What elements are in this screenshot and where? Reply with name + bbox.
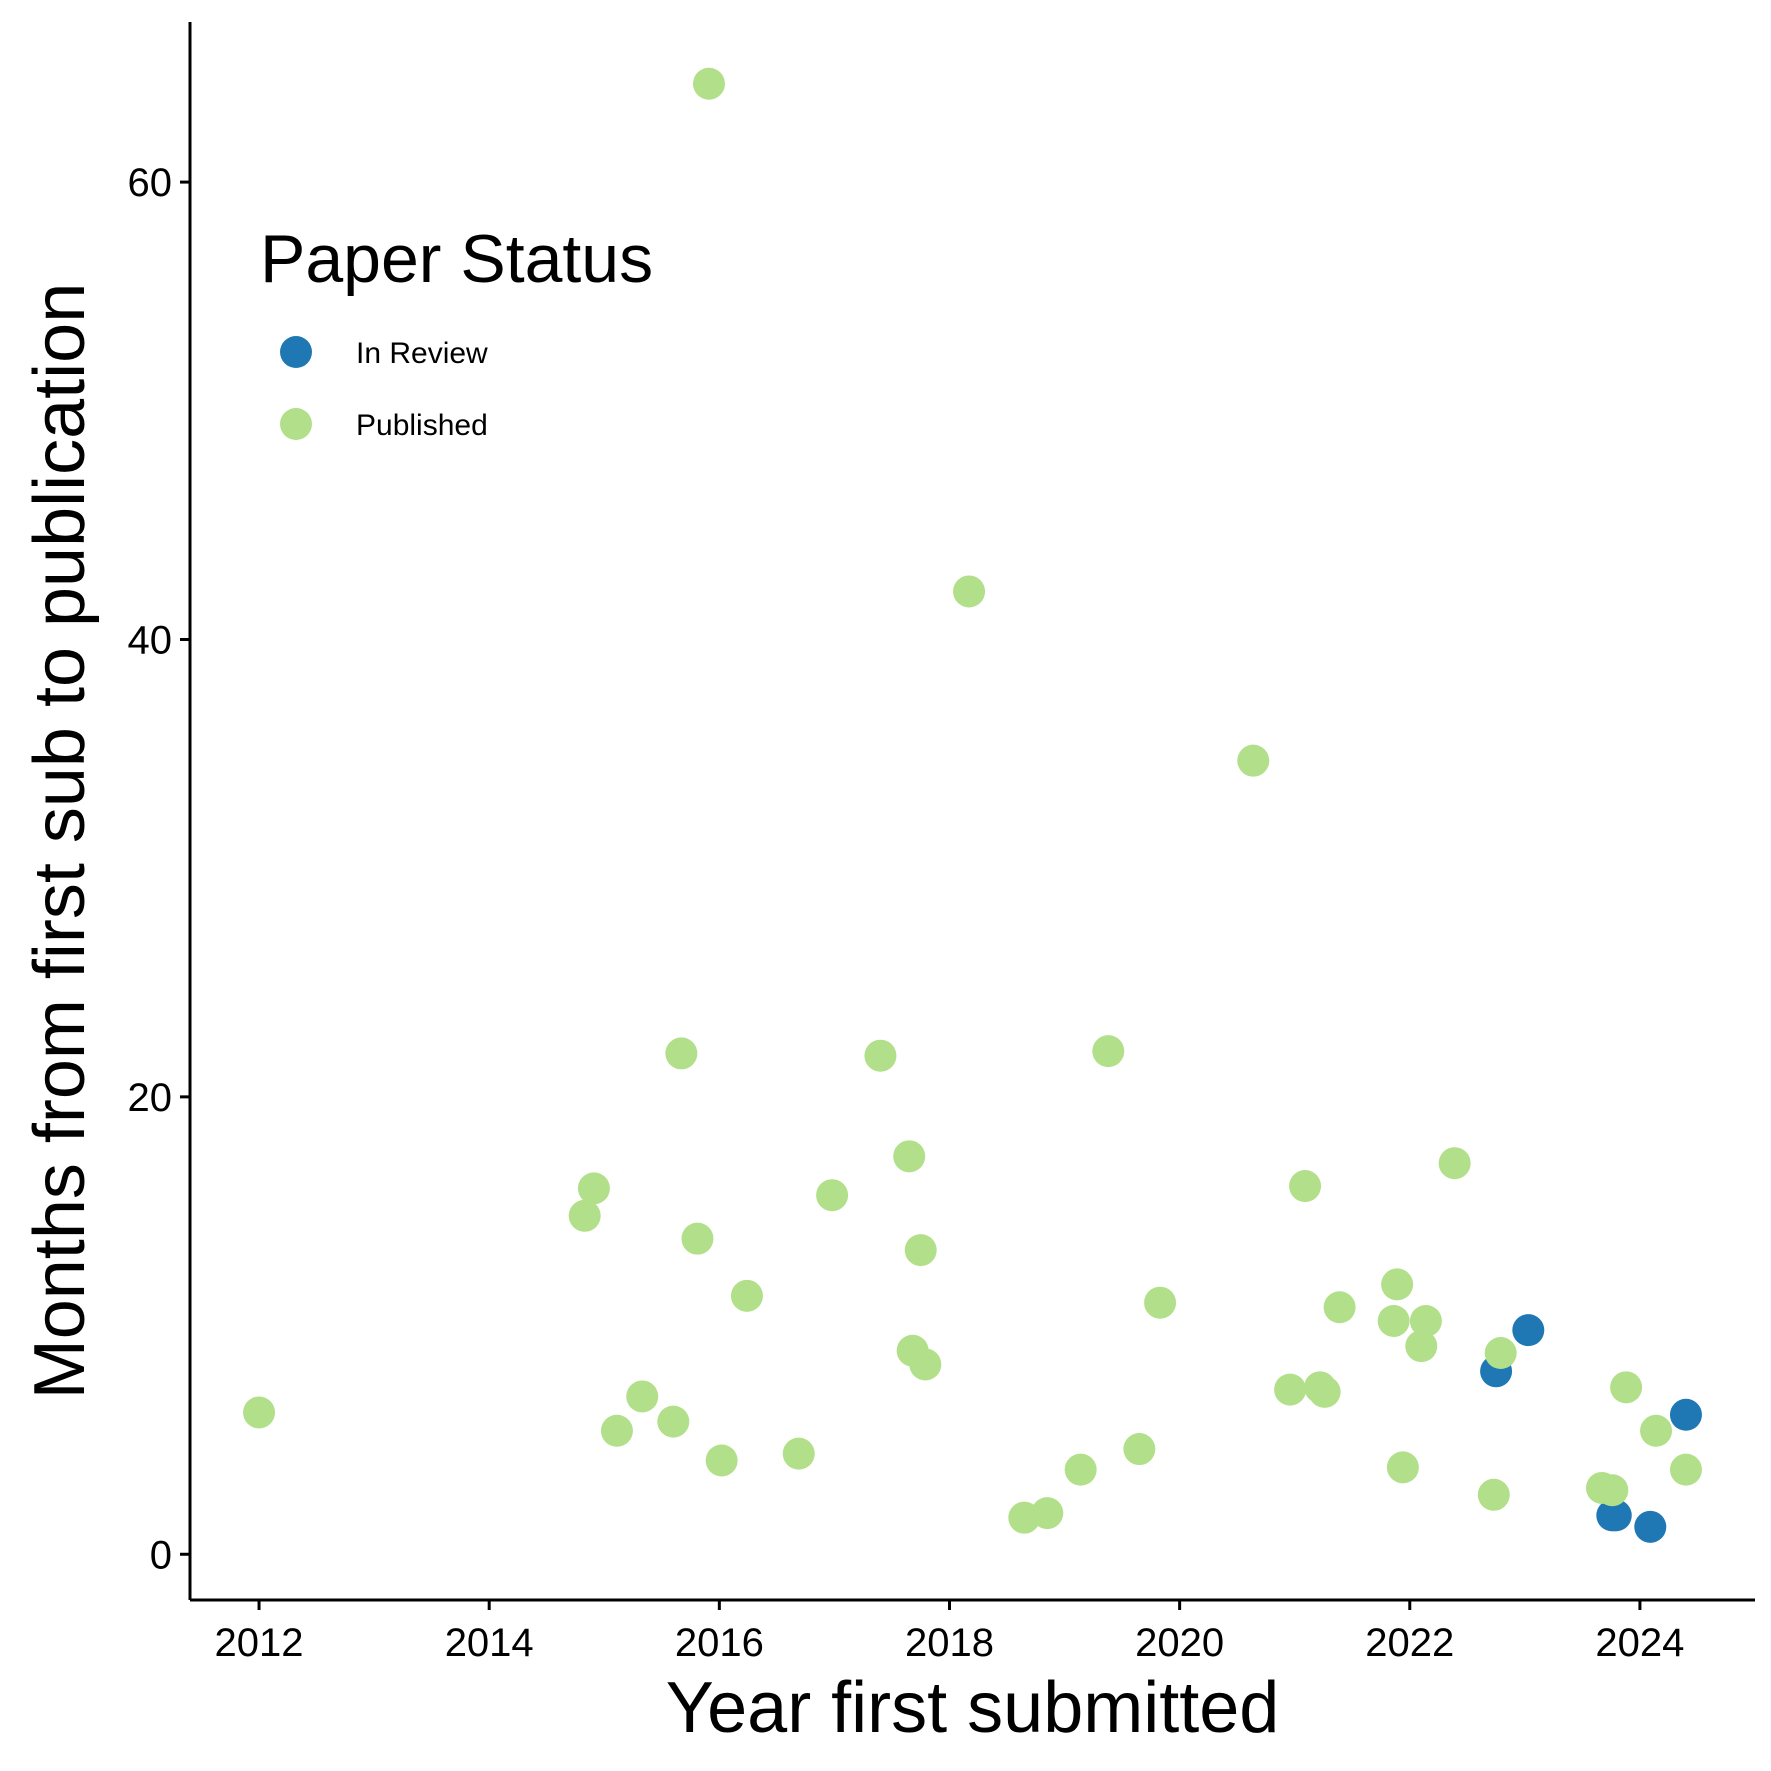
point-published: [1144, 1286, 1177, 1319]
point-published: [657, 1405, 690, 1438]
point-published: [1640, 1414, 1673, 1447]
legend-title: Paper Status: [260, 221, 653, 297]
y-axis-title: Months from first sub to publication: [20, 283, 100, 1400]
legend: Paper Status In Review Published: [260, 221, 653, 442]
point-published: [577, 1172, 610, 1205]
point-published: [904, 1234, 937, 1267]
y-tick-label: 40: [128, 618, 173, 662]
point-published: [692, 67, 725, 100]
point-published: [1477, 1478, 1510, 1511]
point-published: [1438, 1147, 1471, 1180]
point-published: [1484, 1337, 1517, 1370]
point-published: [1386, 1451, 1419, 1484]
point-published: [1596, 1474, 1629, 1507]
point-published: [1092, 1035, 1125, 1068]
point-published: [1323, 1291, 1356, 1324]
point-published: [626, 1380, 659, 1413]
point-published: [1123, 1433, 1156, 1466]
legend-key: [280, 336, 312, 368]
point-published: [243, 1396, 276, 1429]
point-in-review: [1634, 1510, 1667, 1543]
point-published: [893, 1140, 926, 1173]
x-axis-title: Year first submitted: [666, 1668, 1280, 1748]
legend-label: Published: [356, 409, 488, 442]
x-tick-label: 2020: [1135, 1621, 1224, 1665]
point-published: [909, 1348, 942, 1381]
legend-label: In Review: [356, 337, 488, 370]
point-published: [681, 1222, 714, 1255]
y-axis-ticks: 0 20 40 60: [128, 161, 190, 1577]
point-published: [568, 1199, 601, 1232]
point-published: [1274, 1373, 1307, 1406]
y-tick-label: 0: [150, 1533, 172, 1577]
point-published: [705, 1444, 738, 1477]
point-published: [1669, 1453, 1702, 1486]
points-layer: [243, 67, 1702, 1543]
point-published: [1064, 1453, 1097, 1486]
point-published: [600, 1414, 633, 1447]
point-published: [1409, 1304, 1442, 1337]
point-published: [816, 1179, 849, 1212]
point-in-review: [1669, 1398, 1702, 1431]
point-published: [1377, 1304, 1410, 1337]
point-published: [1031, 1497, 1064, 1530]
x-axis-ticks: 2012 2014 2016 2018 2020 2022 2024: [215, 1600, 1684, 1665]
x-tick-label: 2012: [215, 1621, 304, 1665]
point-in-review: [1599, 1499, 1632, 1532]
y-tick-label: 60: [128, 161, 173, 205]
point-published: [1610, 1371, 1643, 1404]
x-tick-label: 2018: [905, 1621, 994, 1665]
y-tick-label: 20: [128, 1076, 173, 1120]
point-published: [1237, 744, 1270, 777]
point-published: [1405, 1330, 1438, 1363]
point-published: [665, 1037, 698, 1070]
point-published: [864, 1039, 897, 1072]
point-published: [1381, 1268, 1414, 1301]
legend-key: [280, 408, 312, 440]
point-published: [1308, 1375, 1341, 1408]
legend-entries: In Review Published: [280, 336, 488, 442]
point-in-review: [1512, 1314, 1545, 1347]
x-tick-label: 2024: [1595, 1621, 1684, 1665]
point-published: [953, 575, 986, 608]
point-published: [730, 1279, 763, 1312]
point-published: [782, 1437, 815, 1470]
x-tick-label: 2014: [445, 1621, 534, 1665]
x-tick-label: 2016: [675, 1621, 764, 1665]
point-published: [1289, 1170, 1322, 1203]
x-tick-label: 2022: [1365, 1621, 1454, 1665]
